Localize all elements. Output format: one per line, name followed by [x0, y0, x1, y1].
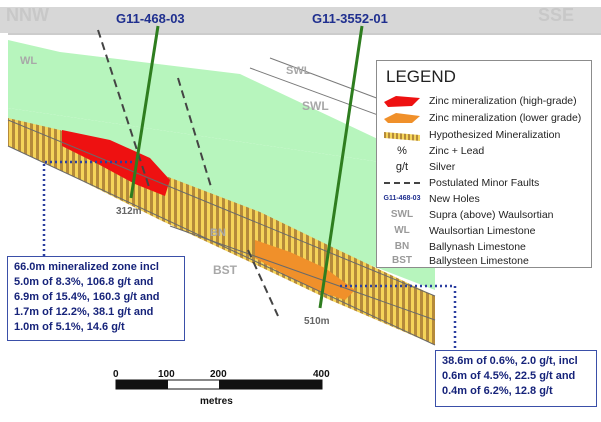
- scale-tick-400: 400: [313, 369, 330, 380]
- direction-left-label: NNW: [6, 5, 49, 25]
- drillhole-g11-3552-01: [318, 25, 364, 309]
- callout-left-line-2: 5.0m of 8.3%, 106.8 g/t and: [14, 276, 154, 288]
- legend-label-hypothesized: Hypothesized Mineralization: [429, 129, 561, 141]
- legend-label-bn: Ballynash Limestone: [429, 241, 526, 253]
- unit-label-bn: BN: [210, 227, 226, 239]
- scale-tick-100: 100: [158, 369, 175, 380]
- legend-row-wl: WL Waulsortian Limestone: [377, 223, 591, 239]
- scale-tick-200: 200: [210, 369, 227, 380]
- assay-callout-right: 38.6m of 0.6%, 2.0 g/t, incl 0.6m of 4.5…: [435, 350, 597, 407]
- legend-row-bn: BN Ballynash Limestone: [377, 239, 591, 255]
- direction-right-label: SSE: [538, 5, 574, 25]
- legend-symbol-swl: SWL: [390, 209, 414, 220]
- legend-row-silver: g/t Silver: [377, 159, 591, 175]
- legend-row-hypothesized: Hypothesized Mineralization: [377, 127, 591, 143]
- ground-surface-band: [0, 7, 601, 33]
- legend-label-high-grade: Zinc mineralization (high-grade): [429, 95, 577, 107]
- legend-row-zinc-lead: % Zinc + Lead: [377, 143, 591, 159]
- postulated-fault-1: [97, 29, 151, 191]
- legend-row-faults: Postulated Minor Faults: [377, 175, 591, 191]
- legend-row-swl: SWL Supra (above) Waulsortian: [377, 207, 591, 223]
- legend-row-bst: BST Ballysteen Limestone: [377, 253, 591, 269]
- postulated-fault-2: [177, 77, 213, 191]
- legend-row-lower-grade: Zinc mineralization (lower grade): [377, 110, 591, 126]
- callout-left-line-1: 66.0m mineralized zone incl: [14, 261, 159, 273]
- callout-right-line-2: 0.6m of 4.5%, 22.5 g/t and: [442, 370, 576, 382]
- legend-row-new-holes: G11-468-03 New Holes: [377, 191, 591, 207]
- fault-dash-swatch: [377, 175, 427, 191]
- scale-bar: 0 100 200 400 metres: [113, 369, 330, 407]
- legend-panel: LEGEND Zinc mineralization (high-grade) …: [376, 60, 592, 268]
- legend-title: LEGEND: [386, 67, 456, 86]
- legend-symbol-percent: %: [397, 145, 407, 157]
- unit-label-wl: WL: [20, 55, 37, 67]
- depth-label-510m: 510m: [304, 316, 330, 327]
- unit-label-bst: BST: [213, 263, 238, 277]
- hypothesized-swatch: [377, 127, 427, 143]
- scale-unit: metres: [200, 396, 233, 407]
- assay-callout-left: 66.0m mineralized zone incl 5.0m of 8.3%…: [7, 256, 185, 341]
- callout-right-line-3: 0.4m of 6.2%, 12.8 g/t: [442, 385, 553, 397]
- legend-label-zinc-lead: Zinc + Lead: [429, 145, 485, 157]
- lower-grade-zinc-zone: [255, 240, 355, 300]
- hole-label-g11-468-03: G11-468-03: [116, 11, 185, 26]
- legend-label-bst: Ballysteen Limestone: [429, 255, 529, 267]
- depth-label-312m: 312m: [116, 206, 142, 217]
- callout-right-leader: [340, 284, 457, 350]
- legend-label-swl: Supra (above) Waulsortian: [429, 209, 554, 221]
- legend-symbol-gt: g/t: [395, 161, 409, 173]
- legend-label-silver: Silver: [429, 161, 456, 173]
- legend-label-faults: Postulated Minor Faults: [429, 177, 540, 189]
- legend-label-new-holes: New Holes: [429, 193, 480, 205]
- waulsortian-green-zone: [8, 40, 435, 170]
- unit-label-swl-upper: SWL: [286, 65, 311, 77]
- callout-right-line-1: 38.6m of 0.6%, 2.0 g/t, incl: [442, 355, 578, 367]
- scale-bar-segment-1: [116, 380, 168, 389]
- callout-left-line-3: 6.9m of 15.4%, 160.3 g/t and: [14, 291, 160, 303]
- scale-tick-0: 0: [113, 369, 119, 380]
- contact-line-5: [169, 225, 436, 321]
- unit-label-swl-lower: SWL: [302, 99, 329, 113]
- legend-row-high-grade: Zinc mineralization (high-grade): [377, 93, 591, 109]
- contact-line-3: [7, 119, 436, 297]
- legend-symbol-hole: G11-468-03: [383, 195, 421, 202]
- drillhole-g11-468-03: [129, 25, 160, 199]
- callout-left-line-5: 1.0m of 5.1%, 14.6 g/t: [14, 321, 125, 333]
- callout-left-line-4: 1.7m of 12.2%, 38.1 g/t and: [14, 306, 154, 318]
- contact-line-4: [7, 145, 436, 346]
- legend-symbol-wl: WL: [394, 225, 410, 236]
- legend-symbol-bn: BN: [394, 241, 410, 252]
- lower-grade-swatch: [377, 110, 427, 126]
- callout-left-leader: [42, 160, 132, 256]
- legend-symbol-bst: BST: [392, 255, 412, 266]
- legend-label-wl: Waulsortian Limestone: [429, 225, 536, 237]
- legend-label-lower-grade: Zinc mineralization (lower grade): [429, 112, 582, 124]
- scale-bar-segment-3: [219, 380, 322, 389]
- hole-label-g11-3552-01: G11-3552-01: [312, 11, 388, 26]
- high-grade-swatch: [377, 93, 427, 109]
